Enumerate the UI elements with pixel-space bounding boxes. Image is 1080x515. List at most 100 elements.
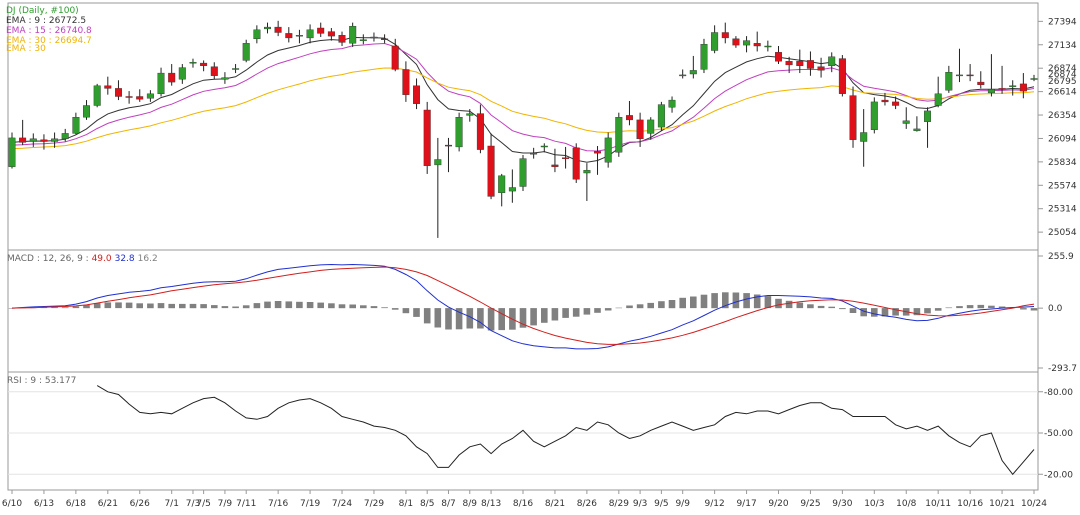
candle-body xyxy=(381,38,389,40)
macd-histogram-bar xyxy=(51,307,58,309)
ema30-legend-2: EMA : 30 xyxy=(6,44,46,54)
candle-body xyxy=(125,96,133,98)
date-tick-label: 7/19 xyxy=(300,499,320,509)
macd-histogram-bar xyxy=(221,306,229,309)
macd-histogram-bar xyxy=(785,300,793,309)
macd-histogram-bar xyxy=(583,308,591,315)
date-tick-label: 10/8 xyxy=(896,499,916,509)
candle-body xyxy=(860,132,868,142)
candle-body xyxy=(157,72,165,94)
candle-body xyxy=(838,58,846,94)
candlesticks xyxy=(8,20,1038,238)
candle-body xyxy=(114,88,122,97)
price-tick-label: 25314 xyxy=(1048,205,1077,215)
candle-body xyxy=(753,43,761,47)
candle-body xyxy=(168,72,176,83)
candle-body xyxy=(200,62,208,66)
candle-body xyxy=(466,113,474,116)
macd-histogram-bar xyxy=(466,308,474,329)
macd-histogram-bar xyxy=(264,301,271,309)
candle-body xyxy=(327,31,335,37)
ema30-line xyxy=(11,67,1035,150)
macd-histogram-bar xyxy=(530,308,537,326)
candle-body xyxy=(806,60,814,69)
macd-histogram-bar xyxy=(562,308,569,318)
candle-body xyxy=(828,56,836,66)
macd-histogram-bar xyxy=(668,300,676,309)
macd-histogram-bar xyxy=(402,308,410,314)
date-tick-label: 10/16 xyxy=(957,499,983,509)
candle-body xyxy=(476,113,484,150)
macd-histogram-bar xyxy=(690,296,697,309)
date-tick-label: 8/5 xyxy=(420,499,434,509)
candle-body xyxy=(402,69,410,95)
candle-body xyxy=(434,159,442,166)
rsi-axis: -80.00 -50.00 -20.00 xyxy=(8,388,1073,480)
macd-histogram-bar xyxy=(61,307,69,309)
price-panel-frame xyxy=(7,2,1039,251)
date-axis: 6/10 6/13 6/18 6/21 6/26 7/1 7/37/5 7/9 7/11 7/16… xyxy=(2,490,1047,509)
candle-body xyxy=(242,43,250,61)
candle-body xyxy=(668,99,676,108)
macd-histogram-bar xyxy=(679,297,686,309)
macd-histogram-bar xyxy=(168,303,175,309)
candle-body xyxy=(317,27,325,34)
candle-body xyxy=(19,137,27,143)
date-tick-label: 10/3 xyxy=(864,499,884,509)
candle-body xyxy=(221,77,229,80)
candle-body xyxy=(998,88,1006,90)
macd-histogram-bar xyxy=(136,303,143,309)
macd-histogram-bar xyxy=(93,303,101,309)
date-tick-label: 8/1 xyxy=(399,499,413,509)
candle-body xyxy=(700,44,708,70)
date-tick-label: 9/20 xyxy=(768,499,788,509)
macd-histogram-bar xyxy=(764,296,772,309)
macd-histogram-bar xyxy=(83,304,90,309)
macd-histogram-bar xyxy=(296,301,303,309)
macd-legend: MACD : 12, 26, 9 : 49.0 32.8 16.2 xyxy=(7,254,158,264)
macd-tick-label: 0.0 xyxy=(1048,304,1063,314)
macd-histogram-bar xyxy=(498,308,505,331)
price-tick-label: 26354 xyxy=(1048,111,1077,121)
macd-histogram-bar xyxy=(988,305,995,309)
date-tick-label: 9/30 xyxy=(832,499,852,509)
date-tick-label: 7/9 xyxy=(218,499,233,509)
macd-histogram-bar xyxy=(317,302,324,309)
candle-body xyxy=(987,89,995,94)
price-tick-label: 25574 xyxy=(1048,181,1077,191)
date-tick-label: 6/13 xyxy=(34,499,54,509)
macd-histogram-bar xyxy=(732,292,740,309)
rsi-line xyxy=(96,385,1035,476)
candle-body xyxy=(29,138,37,142)
candle-body xyxy=(391,45,399,70)
candle-body xyxy=(743,40,751,46)
macd-histogram-bar xyxy=(147,303,154,309)
date-tick-label: 9/25 xyxy=(800,499,820,509)
macd-histogram-bar xyxy=(998,306,1006,309)
macd-histogram-bar xyxy=(572,308,580,317)
macd-histogram-bar xyxy=(881,308,889,317)
price-tick-label: 26094 xyxy=(1048,134,1077,144)
macd-histogram-bar xyxy=(871,308,878,317)
candle-body xyxy=(210,66,218,76)
candle-body xyxy=(1030,78,1038,80)
ema30-legend: EMA : 30 : 26694.7 xyxy=(6,36,92,46)
candle-body xyxy=(189,62,197,64)
macd-histogram-bar xyxy=(817,305,825,309)
rsi-tick-label: -80.00 xyxy=(1044,388,1073,398)
macd-histogram-bar xyxy=(551,308,559,321)
date-tick-label: 8/16 xyxy=(513,499,533,509)
macd-histogram-bar xyxy=(115,302,122,309)
macd-histogram-bar xyxy=(892,308,899,316)
date-tick-label: 8/9 xyxy=(463,499,478,509)
date-tick-label: 6/18 xyxy=(66,499,86,509)
candle-body xyxy=(178,67,186,80)
candle-body xyxy=(72,116,80,134)
macd-histogram-bar xyxy=(242,305,250,309)
candle-body xyxy=(93,85,101,106)
macd-histogram-bar xyxy=(253,303,261,309)
date-tick-label: 7/5 xyxy=(196,499,210,509)
macd-histogram-bar xyxy=(285,301,293,309)
candle-body xyxy=(562,157,570,159)
